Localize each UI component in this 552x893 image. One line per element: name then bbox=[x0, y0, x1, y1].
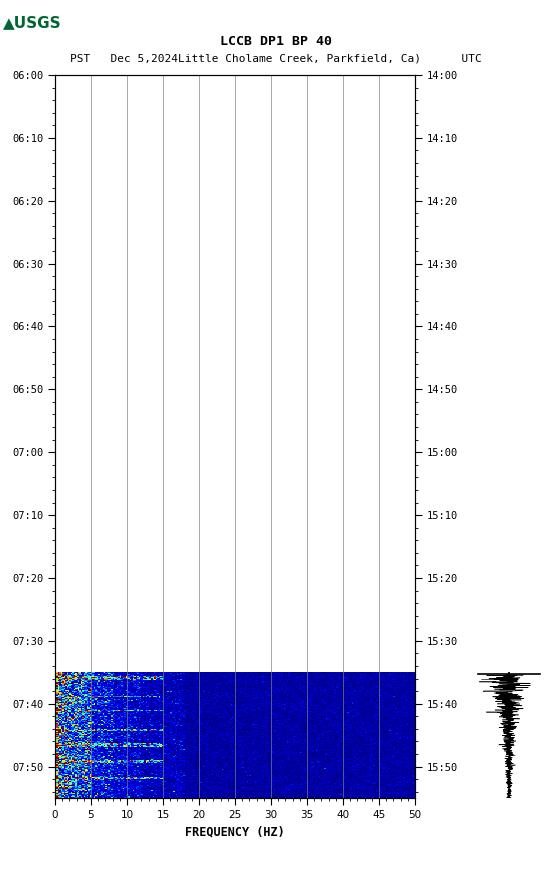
Text: ▲USGS: ▲USGS bbox=[3, 15, 61, 29]
Text: PST   Dec 5,2024Little Cholame Creek, Parkfield, Ca)      UTC: PST Dec 5,2024Little Cholame Creek, Park… bbox=[70, 53, 482, 63]
Text: LCCB DP1 BP 40: LCCB DP1 BP 40 bbox=[220, 36, 332, 48]
X-axis label: FREQUENCY (HZ): FREQUENCY (HZ) bbox=[185, 825, 285, 839]
